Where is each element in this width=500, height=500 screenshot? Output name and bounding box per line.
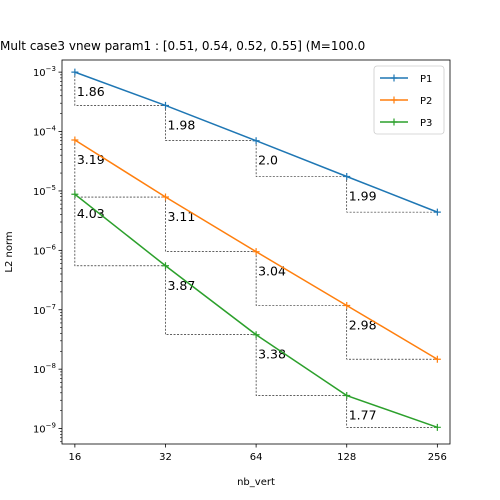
data-point [343, 392, 351, 400]
rate-label: 4.03 [77, 206, 105, 221]
slope-guide [346, 176, 438, 213]
data-point [252, 331, 260, 339]
rate-label: 2.98 [349, 317, 377, 332]
data-point [343, 173, 351, 181]
rate-label: 1.77 [349, 408, 377, 423]
y-tick-label: 10−4 [33, 125, 57, 139]
rate-label: 1.99 [349, 189, 377, 204]
rate-label: 3.19 [77, 152, 105, 167]
y-tick-label: 10−3 [33, 65, 56, 79]
data-point [71, 190, 79, 198]
y-axis-label: L2 norm [4, 231, 15, 272]
data-point [433, 355, 441, 363]
slope-guide [74, 72, 166, 106]
x-tick-label: 16 [69, 452, 82, 463]
slope-guide [165, 197, 257, 252]
data-point [71, 136, 79, 144]
x-tick-label: 32 [159, 452, 172, 463]
data-point [161, 262, 169, 270]
slope-guide [255, 334, 347, 396]
x-tick-label: 128 [337, 452, 356, 463]
x-tick-label: 256 [428, 452, 447, 463]
slope-guide [165, 105, 257, 142]
chart-title: Mult case3 vnew param1 : [0.51, 0.54, 0.… [0, 39, 365, 53]
legend-entry: P2 [420, 96, 432, 107]
slope-guide [346, 395, 438, 428]
data-point [433, 208, 441, 216]
x-tick-label: 64 [250, 452, 263, 463]
y-tick-label: 10−5 [33, 184, 56, 198]
data-point [71, 68, 79, 76]
legend-box [373, 65, 445, 135]
plot-area: 1.86 1.98 2.0 1.99 3.19 3.11 3.04 2.98 4.03 3.87 3… [33, 59, 451, 463]
data-point [252, 248, 260, 256]
rate-label: 3.04 [258, 264, 286, 279]
rate-label: 1.98 [167, 117, 195, 132]
x-axis-label: nb_vert [237, 477, 275, 488]
data-point [161, 193, 169, 201]
legend: P1 P2 P3 [373, 65, 445, 135]
legend-entry: P1 [420, 74, 432, 85]
slope-guide [165, 265, 257, 336]
rate-label: 1.86 [77, 84, 105, 99]
y-tick-label: 10−8 [33, 362, 56, 376]
y-tick-label: 10−9 [33, 422, 56, 436]
y-tick-label: 10−7 [33, 303, 56, 317]
data-point [161, 101, 169, 109]
slope-guide [255, 140, 347, 177]
data-point [433, 423, 441, 431]
rate-label: 3.38 [258, 347, 286, 362]
slope-guide [346, 305, 438, 360]
data-point [343, 301, 351, 309]
data-point [252, 137, 260, 145]
y-tick-label: 10−6 [33, 243, 57, 257]
rate-label: 3.11 [167, 209, 195, 224]
legend-entry: P3 [420, 118, 432, 129]
legend-marker [390, 74, 398, 82]
rate-label: 3.87 [167, 278, 195, 293]
legend-marker [390, 96, 398, 104]
legend-marker [390, 118, 398, 126]
slope-guide [74, 194, 166, 267]
rate-label: 2.0 [258, 153, 278, 168]
slope-guide [255, 251, 347, 306]
